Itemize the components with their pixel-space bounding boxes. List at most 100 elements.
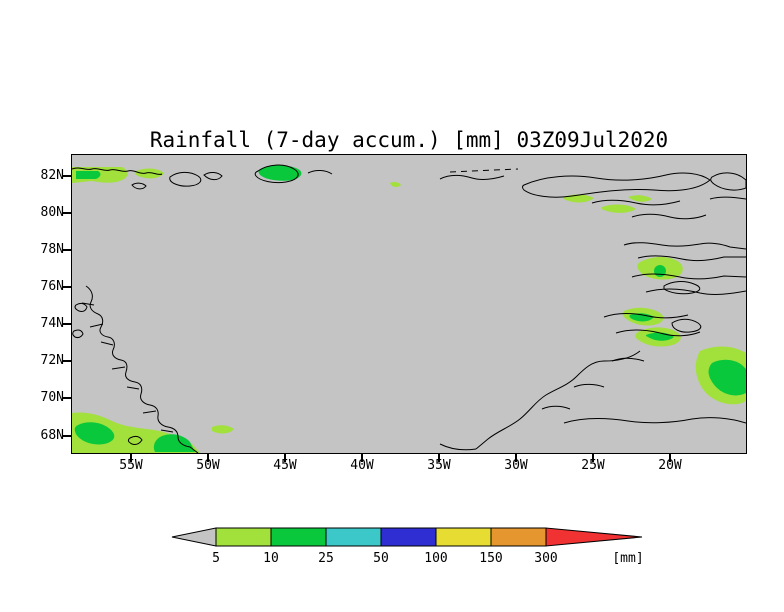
colorbar-band-10-25	[270, 527, 327, 547]
lat-tick	[62, 249, 72, 251]
lon-tick	[130, 453, 132, 462]
coastline-segment	[160, 429, 174, 433]
coastline-segment	[663, 281, 701, 295]
colorbar-band-25-50	[325, 527, 382, 547]
colorbar-arrow-above	[545, 527, 643, 547]
lat-label-74n: 74N	[40, 316, 64, 331]
rain-patch-heavy	[153, 434, 195, 452]
lat-label-70n: 70N	[40, 390, 64, 405]
coastline-segment	[631, 273, 747, 280]
lat-label-72n: 72N	[40, 353, 64, 368]
lon-tick	[438, 453, 440, 462]
lat-tick	[62, 286, 72, 288]
coastline-segment	[615, 329, 701, 337]
coastline-segment	[573, 383, 605, 388]
lat-tick	[62, 435, 72, 437]
coastline-segment	[623, 242, 747, 250]
coastline-segment	[591, 199, 681, 206]
lon-label-25w: 25W	[581, 458, 605, 473]
coastline-segment	[709, 196, 747, 200]
lon-tick	[669, 453, 671, 462]
coastline-segment	[85, 285, 199, 454]
rain-patch	[628, 195, 652, 202]
rain-patch	[601, 204, 636, 213]
colorbar-unit-label: [mm]	[612, 551, 643, 566]
rain-patch	[134, 168, 164, 179]
lat-label-76n: 76N	[40, 279, 64, 294]
coastline-segment	[611, 357, 645, 362]
lon-label-45w: 45W	[273, 458, 297, 473]
coastline-segment	[563, 417, 747, 424]
coastline-segment	[127, 435, 143, 445]
lat-tick	[62, 397, 72, 399]
lon-label-55w: 55W	[119, 458, 143, 473]
colorbar-band-50-100	[380, 527, 437, 547]
map-background	[72, 155, 746, 453]
coastline-segment	[89, 323, 104, 328]
coastline-dashed	[449, 168, 519, 173]
lat-label-78n: 78N	[40, 242, 64, 257]
coastline-segment	[72, 329, 84, 339]
lon-tick	[361, 453, 363, 462]
coastline-segment	[100, 341, 114, 346]
colorbar-canvas: 5 10 25 50 100 150 300 [mm]	[171, 527, 644, 566]
rain-patch-heavy	[76, 171, 101, 179]
coastline-segment	[71, 167, 163, 175]
coastline-segment	[710, 172, 747, 191]
coastline-segment	[131, 182, 147, 190]
coastline-segment	[475, 350, 641, 450]
map-canvas	[71, 155, 747, 454]
colorbar-label-150: 150	[479, 551, 502, 566]
coastline-segment	[671, 318, 702, 333]
coastline-segment	[631, 213, 707, 220]
rain-patch	[390, 181, 401, 188]
rain-shading	[72, 165, 746, 453]
rain-patch-heavy	[708, 359, 746, 396]
coastline-segment	[439, 175, 505, 180]
rain-patch-heavy	[629, 313, 654, 322]
colorbar-label-5: 5	[212, 551, 220, 566]
lon-tick	[515, 453, 517, 462]
lat-tick	[62, 175, 72, 177]
rain-patch	[212, 425, 234, 434]
lon-label-40w: 40W	[350, 458, 374, 473]
lon-label-30w: 30W	[504, 458, 528, 473]
colorbar-band-100-150	[435, 527, 492, 547]
lat-tick	[62, 360, 72, 362]
coastline-segment	[203, 172, 223, 181]
colorbar-legend: 5 10 25 50 100 150 300 [mm]	[168, 524, 668, 574]
coastline-segment	[645, 288, 747, 295]
coastline-segment	[126, 386, 140, 390]
coastline-segment	[74, 302, 88, 312]
lon-tick	[207, 453, 209, 462]
coastline-segment	[439, 443, 477, 451]
rain-patch-heavy	[258, 165, 302, 181]
colorbar-label-100: 100	[424, 551, 447, 566]
colorbar-arrow-below	[171, 527, 217, 547]
colorbar-band-150-300	[490, 527, 547, 547]
lon-label-50w: 50W	[196, 458, 220, 473]
coastlines	[71, 164, 747, 454]
lat-label-80n: 80N	[40, 205, 64, 220]
coastline-segment	[142, 410, 157, 414]
coastline-segment	[169, 171, 202, 187]
coastline-segment	[541, 405, 571, 410]
rain-patch-heavy	[654, 265, 666, 277]
lat-label-82n: 82N	[40, 168, 64, 183]
lon-label-20w: 20W	[658, 458, 682, 473]
coastline-segment	[111, 366, 126, 370]
lat-tick	[62, 212, 72, 214]
map-area	[71, 154, 747, 454]
lon-tick	[284, 453, 286, 462]
chart-title: Rainfall (7-day accum.) [mm] 03Z09Jul202…	[149, 128, 669, 152]
lon-tick	[592, 453, 594, 462]
coastline-segment	[637, 255, 746, 261]
coastline-segment	[254, 164, 299, 184]
coastline-segment	[307, 170, 333, 175]
coastline-segment	[522, 172, 711, 198]
coastline-segment	[81, 302, 95, 306]
colorbar-label-25: 25	[318, 551, 334, 566]
lon-label-35w: 35W	[427, 458, 451, 473]
lat-label-68n: 68N	[40, 428, 64, 443]
